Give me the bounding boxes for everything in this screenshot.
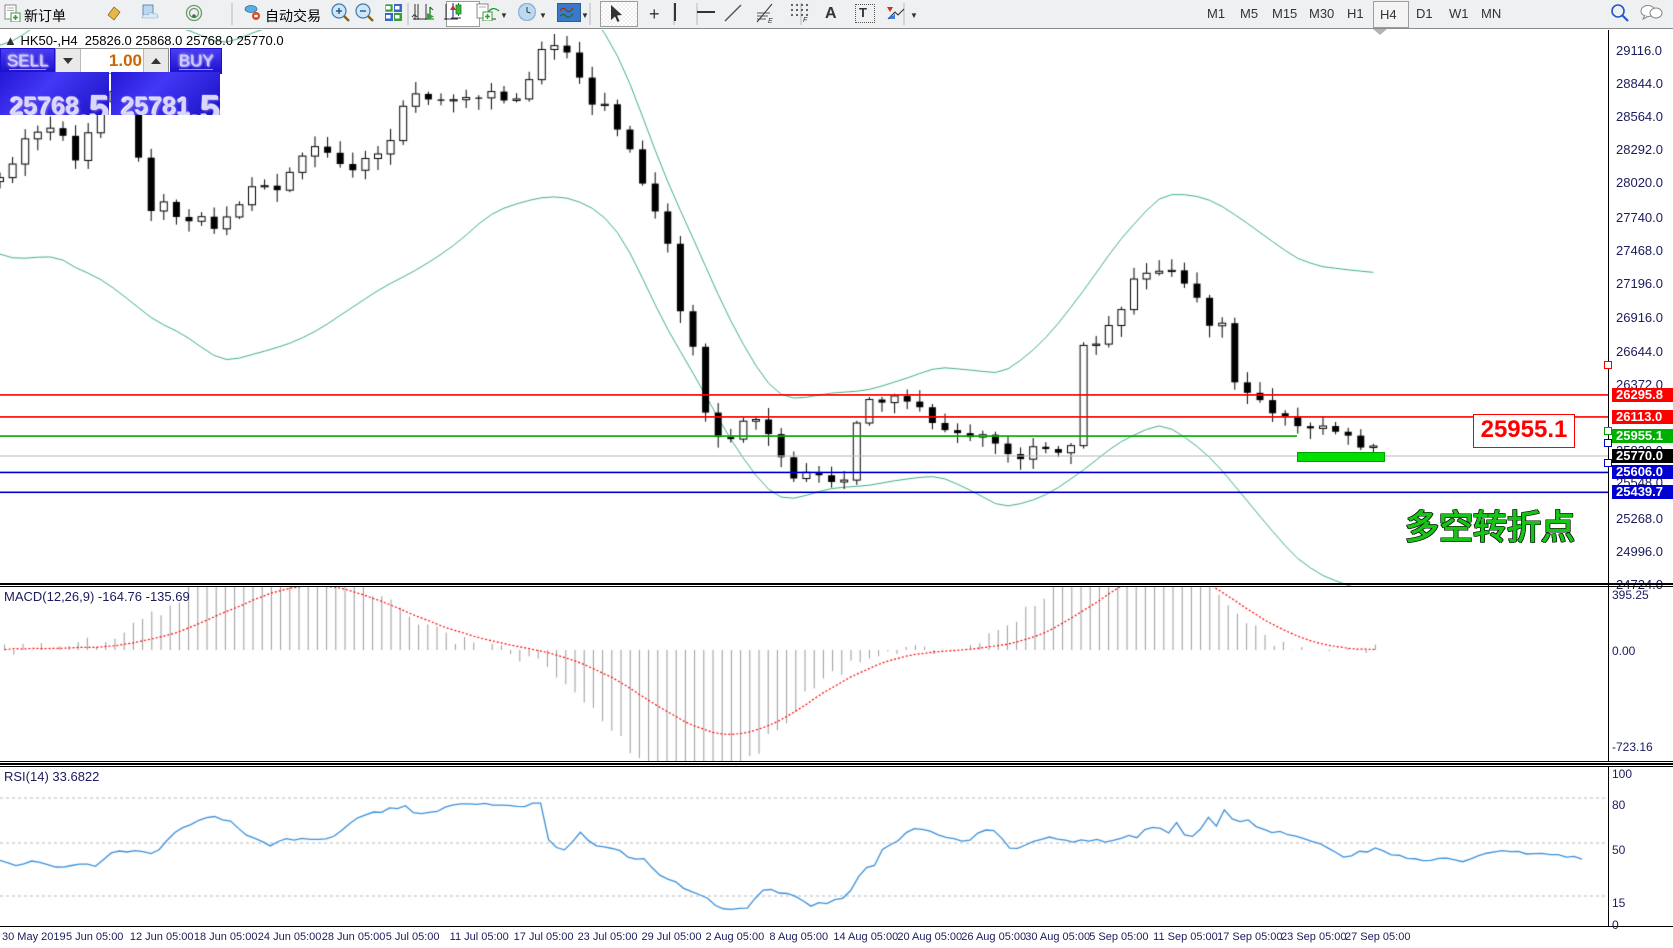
svg-text:E: E <box>768 18 773 24</box>
svg-text:F: F <box>803 17 808 23</box>
